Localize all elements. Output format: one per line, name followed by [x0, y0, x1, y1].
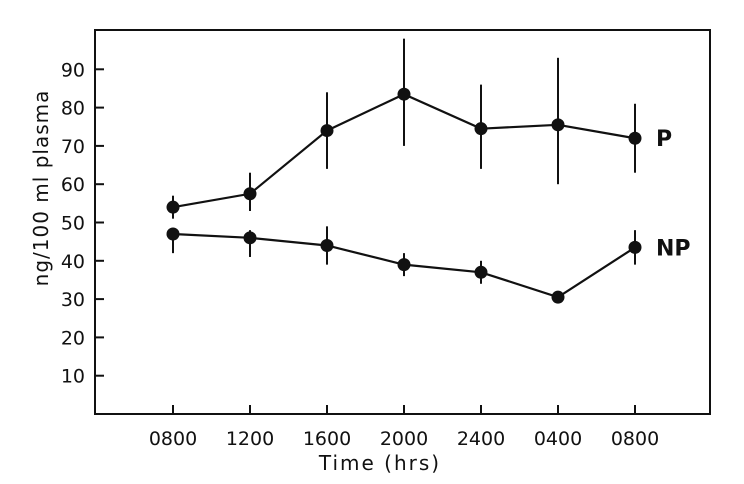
x-tick-label: 2400	[457, 428, 505, 450]
series-label-p: P	[656, 127, 672, 152]
y-tick-label: 40	[61, 251, 85, 273]
y-tick-label: 50	[61, 213, 85, 235]
data-point	[320, 124, 334, 138]
series-layer	[166, 38, 642, 304]
x-tick-label: 1600	[303, 428, 351, 450]
plot-frame	[94, 29, 711, 415]
data-point	[551, 290, 565, 304]
data-point	[243, 231, 257, 245]
data-point	[474, 122, 488, 136]
y-tick-label: 80	[61, 98, 85, 120]
series-labels: P NP	[656, 127, 691, 261]
y-tick-label: 30	[61, 289, 85, 311]
y-axis-label: ng/100 ml plasma	[29, 90, 53, 287]
x-tick-label: 0800	[611, 428, 659, 450]
x-tick-label: 0400	[534, 428, 582, 450]
y-tick-label: 20	[61, 327, 85, 349]
data-point	[397, 87, 411, 101]
y-axis-ticks: 10 20 30 40 50 60 70 80 90	[61, 59, 104, 388]
data-point	[166, 227, 180, 241]
series-p	[166, 38, 642, 219]
series-label-np: NP	[656, 236, 691, 261]
x-tick-label: 0800	[149, 428, 197, 450]
data-point	[320, 238, 334, 252]
data-point	[397, 258, 411, 272]
data-point	[243, 187, 257, 201]
y-tick-label: 90	[61, 59, 85, 81]
data-point	[166, 200, 180, 214]
x-axis-ticks: 0800 1200 1600 2000 2400 0400 0800	[149, 405, 659, 450]
data-point	[628, 131, 642, 145]
y-tick-label: 60	[61, 174, 85, 196]
y-tick-label: 10	[61, 366, 85, 388]
x-axis-label: Time (hrs)	[318, 451, 441, 475]
x-tick-label: 1200	[226, 428, 274, 450]
x-tick-label: 2000	[380, 428, 428, 450]
series-np	[166, 226, 642, 304]
data-point	[628, 240, 642, 254]
plot-border	[94, 29, 711, 415]
data-point	[551, 118, 565, 132]
data-point	[474, 265, 488, 279]
y-tick-label: 70	[61, 136, 85, 158]
